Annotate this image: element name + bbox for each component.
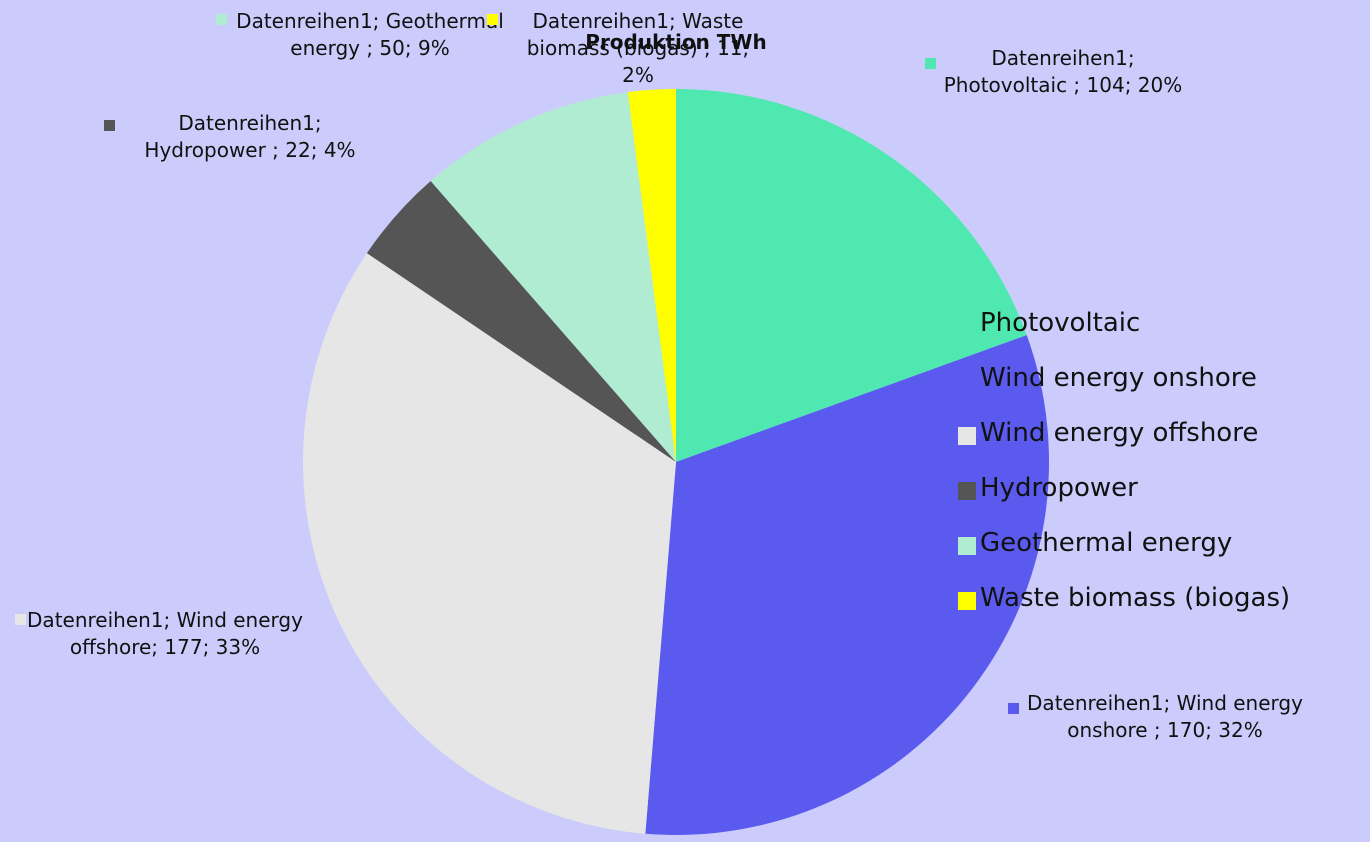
legend-entry: Wind energy onshore [980,363,1257,393]
legend-entry: Hydropower [980,473,1138,503]
data-label: Datenreihen1; Wind energy onshore ; 170;… [1027,691,1303,742]
label-marker [487,14,498,25]
pie-slice [366,181,676,462]
pie-slice [627,89,676,462]
data-label: Datenreihen1; Hydropower ; 22; 4% [144,111,356,162]
label-marker [104,120,115,131]
legend-marker [958,592,976,610]
label-marker [925,58,936,69]
legend-marker [958,317,976,335]
data-label: Datenreihen1; Geothermal energy ; 50; 9% [236,9,504,60]
pie-slice [303,253,676,834]
label-marker [1008,703,1019,714]
pie-slice [676,89,1027,462]
legend-entry: Wind energy offshore [980,418,1259,448]
legend-marker [958,482,976,500]
data-label: Datenreihen1; Photovoltaic ; 104; 20% [943,46,1183,97]
pie-slice [645,335,1049,835]
legend-entry: Geothermal energy [980,528,1233,558]
data-label: Datenreihen1; Wind energy offshore; 177;… [27,608,303,659]
label-marker [15,614,26,625]
chart-title: Produktion TWh [585,30,767,54]
legend-marker [958,427,976,445]
legend-entry: Photovoltaic [980,308,1141,338]
label-marker [216,14,227,25]
legend-entry: Waste biomass (biogas) [980,583,1291,613]
pie-slice [430,92,676,462]
data-label: Datenreihen1; Waste biomass (biogas) ; 1… [526,9,750,87]
legend-marker [958,372,976,390]
legend-marker [958,537,976,555]
